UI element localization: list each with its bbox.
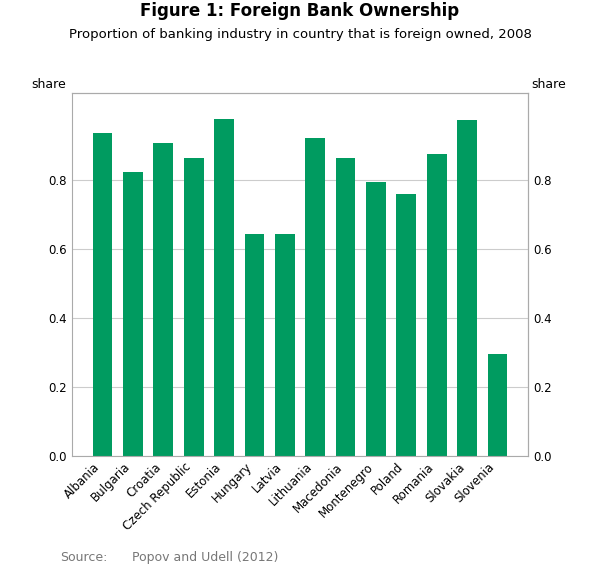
Bar bbox=[123, 172, 143, 456]
Bar bbox=[184, 158, 203, 456]
Bar bbox=[335, 158, 355, 456]
Text: Proportion of banking industry in country that is foreign owned, 2008: Proportion of banking industry in countr… bbox=[68, 28, 532, 41]
Bar bbox=[305, 138, 325, 456]
Text: Figure 1: Foreign Bank Ownership: Figure 1: Foreign Bank Ownership bbox=[140, 2, 460, 20]
Bar bbox=[366, 182, 386, 456]
Bar bbox=[275, 235, 295, 456]
Bar bbox=[397, 194, 416, 456]
Bar bbox=[488, 354, 507, 456]
Text: Source:: Source: bbox=[60, 551, 107, 564]
Bar bbox=[154, 142, 173, 456]
Bar bbox=[93, 133, 112, 456]
Text: share: share bbox=[531, 78, 566, 91]
Bar bbox=[427, 154, 446, 456]
Bar bbox=[214, 119, 234, 456]
Text: Popov and Udell (2012): Popov and Udell (2012) bbox=[132, 551, 278, 564]
Bar bbox=[245, 234, 265, 456]
Bar bbox=[457, 120, 477, 456]
Text: share: share bbox=[31, 78, 66, 91]
